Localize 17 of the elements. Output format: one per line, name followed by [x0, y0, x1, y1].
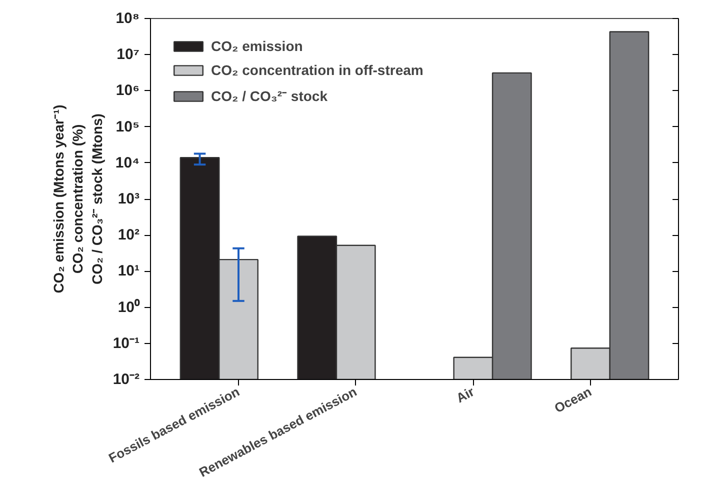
- y-tick-label: 10⁰: [118, 298, 140, 316]
- y-tick-label: 10³: [118, 190, 140, 208]
- y-tick-label: 10⁴: [115, 154, 140, 172]
- y-tick-label: 10⁵: [116, 118, 140, 136]
- y-tick-label: 10²: [118, 226, 140, 244]
- y-tick-label: 10⁻¹: [112, 334, 140, 352]
- x-tick-label: Ocean: [552, 384, 594, 416]
- y-tick-label: 10⁶: [116, 82, 140, 100]
- y-axis-title: CO₂ emission (Mtons year⁻¹) CO₂ concentration (%) CO₂ / CO₃²⁻ stock (Mtons): [50, 104, 105, 294]
- y-tick-label: 10⁻²: [112, 371, 140, 388]
- x-tick-label: Air: [454, 384, 477, 406]
- y-tick-label: 10⁸: [116, 10, 140, 27]
- legend-label: CO₂ concentration in off-stream: [211, 62, 424, 78]
- y-tick-label: 10⁷: [116, 46, 140, 64]
- legend-label: CO₂ / CO₃²⁻ stock: [211, 87, 328, 105]
- legend-label: CO₂ emission: [211, 38, 303, 54]
- y-tick-label: 10¹: [118, 262, 140, 280]
